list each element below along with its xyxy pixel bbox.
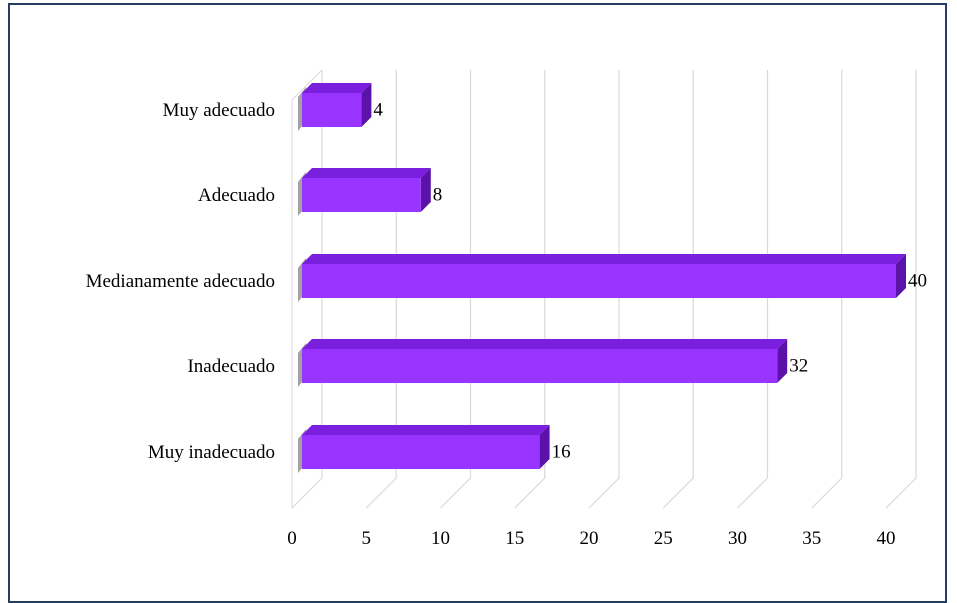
data-label: 32 bbox=[789, 355, 808, 376]
x-tick-label: 10 bbox=[431, 528, 450, 549]
data-label: 16 bbox=[552, 441, 571, 462]
gridline-floor bbox=[737, 477, 768, 509]
chart-frame bbox=[8, 3, 947, 603]
bar bbox=[302, 178, 421, 212]
bar bbox=[302, 435, 540, 469]
gridline-floor bbox=[588, 477, 620, 509]
category-label: Muy inadecuado bbox=[148, 442, 275, 463]
bar-top-face bbox=[302, 83, 372, 93]
category-label: Medianamente adecuado bbox=[86, 271, 275, 292]
category-label: Inadecuado bbox=[187, 356, 275, 377]
data-label: 4 bbox=[373, 99, 383, 120]
bar bbox=[302, 93, 362, 127]
bar-side-face bbox=[896, 254, 906, 298]
x-tick-label: 15 bbox=[505, 528, 524, 549]
gridline-floor bbox=[811, 477, 843, 509]
bar bbox=[302, 264, 896, 298]
bar-top-face bbox=[302, 425, 550, 435]
bar bbox=[302, 349, 778, 383]
x-tick-label: 0 bbox=[287, 528, 297, 549]
data-label: 8 bbox=[433, 184, 443, 205]
bar-side-face bbox=[361, 83, 372, 127]
x-tick-label: 20 bbox=[580, 528, 599, 549]
gridline-floor bbox=[514, 477, 546, 509]
bar-top-face bbox=[302, 339, 788, 349]
x-tick-label: 30 bbox=[728, 528, 747, 549]
gridline-floor bbox=[365, 477, 397, 509]
bar-side-face bbox=[420, 168, 431, 212]
gridline-floor bbox=[662, 477, 694, 509]
bar-side-face bbox=[777, 339, 788, 383]
gridline-floor bbox=[885, 477, 917, 509]
bar-chart: 0 5 10 15 20 25 30 35 40 4 Muy adecuado 8 Adecuado 40… bbox=[86, 69, 927, 549]
data-label: 40 bbox=[908, 270, 927, 291]
gridline-floor bbox=[291, 477, 323, 509]
x-tick-label: 35 bbox=[802, 528, 821, 549]
category-label: Adecuado bbox=[198, 185, 275, 206]
bar-top-face bbox=[302, 254, 906, 264]
bar-top-face bbox=[302, 168, 431, 178]
bar-side-face bbox=[539, 425, 550, 469]
x-tick-label: 25 bbox=[654, 528, 673, 549]
gridline-floor bbox=[440, 477, 471, 509]
category-label: Muy adecuado bbox=[163, 100, 275, 121]
x-tick-label: 40 bbox=[877, 528, 896, 549]
left-wall-top-edge bbox=[291, 69, 323, 101]
x-tick-label: 5 bbox=[362, 528, 372, 549]
